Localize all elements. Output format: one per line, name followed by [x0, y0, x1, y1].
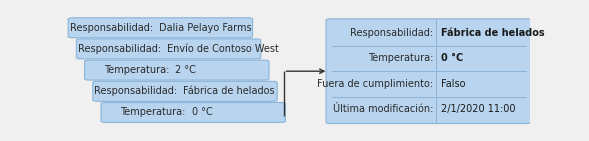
- Text: 2 °C: 2 °C: [176, 65, 196, 75]
- Text: Falso: Falso: [441, 79, 465, 89]
- Text: 2/1/2020 11:00: 2/1/2020 11:00: [441, 104, 515, 114]
- FancyBboxPatch shape: [326, 19, 531, 124]
- Text: Temperatura:: Temperatura:: [120, 107, 186, 117]
- Text: Fábrica de helados: Fábrica de helados: [183, 86, 275, 96]
- Text: Responsabilidad:: Responsabilidad:: [350, 28, 433, 38]
- FancyBboxPatch shape: [68, 18, 253, 38]
- FancyBboxPatch shape: [85, 60, 269, 80]
- Text: Última modificación:: Última modificación:: [333, 104, 433, 114]
- Text: Fábrica de helados: Fábrica de helados: [441, 28, 544, 38]
- Text: Temperatura:: Temperatura:: [368, 53, 433, 63]
- Text: Responsabilidad:: Responsabilidad:: [78, 44, 161, 54]
- FancyBboxPatch shape: [93, 81, 277, 101]
- FancyBboxPatch shape: [101, 103, 286, 122]
- Text: Envío de Contoso West: Envío de Contoso West: [167, 44, 279, 54]
- Text: Responsabilidad:: Responsabilidad:: [94, 86, 177, 96]
- Text: 0 °C: 0 °C: [441, 53, 463, 63]
- Text: Fuera de cumplimiento:: Fuera de cumplimiento:: [317, 79, 433, 89]
- Text: Responsabilidad:: Responsabilidad:: [70, 23, 153, 33]
- Text: 0 °C: 0 °C: [191, 107, 213, 117]
- Text: Temperatura:: Temperatura:: [104, 65, 169, 75]
- FancyBboxPatch shape: [77, 39, 261, 59]
- Text: Dalia Pelayo Farms: Dalia Pelayo Farms: [159, 23, 252, 33]
